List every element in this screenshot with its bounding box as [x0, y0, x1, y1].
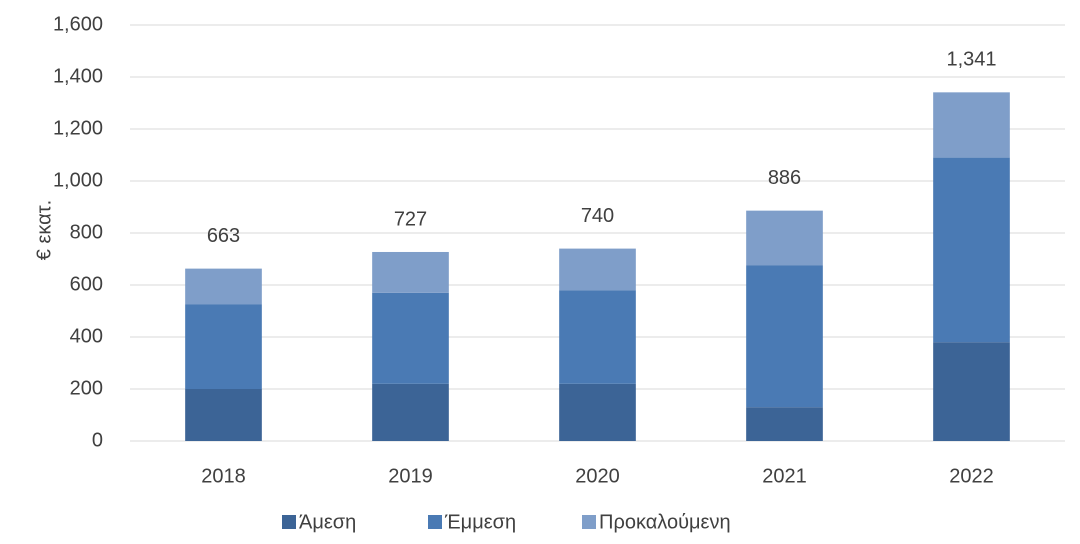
bar-segment — [933, 342, 1010, 441]
total-label: 663 — [207, 225, 240, 247]
y-axis-label: € εκατ. — [33, 200, 55, 260]
total-label: 727 — [394, 208, 427, 230]
y-tick-label: 1,400 — [53, 65, 103, 87]
bar-segment — [933, 92, 1010, 158]
bar-segment — [185, 268, 262, 305]
y-tick-label: 1,600 — [53, 13, 103, 35]
x-tick-label: 2019 — [388, 465, 433, 487]
bar-segment — [746, 407, 823, 441]
total-label: 740 — [581, 205, 614, 227]
y-tick-label: 1,200 — [53, 117, 103, 139]
bar-segment — [559, 290, 636, 384]
bar-segment — [559, 383, 636, 441]
bar-segment — [933, 157, 1010, 343]
y-tick-label: 400 — [70, 325, 103, 347]
legend-swatch — [282, 515, 296, 529]
bar-segment — [746, 265, 823, 408]
x-tick-label: 2020 — [575, 465, 620, 487]
bar-segment — [559, 248, 636, 291]
y-tick-label: 1,000 — [53, 169, 103, 191]
bar-segment — [372, 292, 449, 384]
bar-segment — [372, 383, 449, 441]
legend-label: Έμμεση — [444, 511, 516, 533]
legend-swatch — [428, 515, 442, 529]
y-tick-label: 0 — [92, 429, 103, 451]
bar-segment — [185, 389, 262, 441]
legend-label: Άμεση — [299, 511, 356, 533]
legend-swatch — [582, 515, 596, 529]
x-tick-label: 2022 — [949, 465, 994, 487]
bar-segment — [185, 304, 262, 389]
bar-segment — [372, 251, 449, 293]
bar-segment — [746, 210, 823, 266]
y-tick-label: 200 — [70, 377, 103, 399]
x-tick-label: 2018 — [201, 465, 246, 487]
legend-label: Προκαλούμενη — [599, 511, 731, 533]
total-label: 1,341 — [946, 49, 996, 71]
y-tick-label: 600 — [70, 273, 103, 295]
x-tick-label: 2021 — [762, 465, 807, 487]
total-label: 886 — [768, 167, 801, 189]
y-tick-label: 800 — [70, 221, 103, 243]
